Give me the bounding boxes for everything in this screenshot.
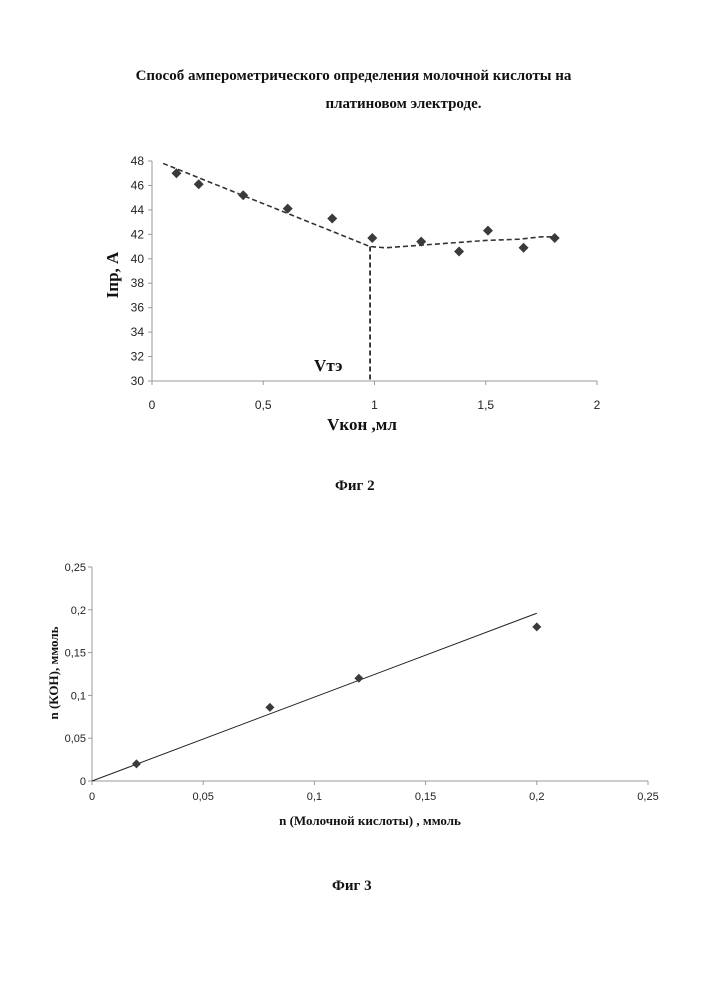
y-tick-label: 36 (131, 301, 145, 315)
x-axis-label: Vкон ,мл (327, 415, 397, 434)
x-tick-label: 0 (89, 791, 95, 803)
equivalence-label: Vтэ (314, 356, 342, 375)
x-tick-label: 0,5 (255, 398, 272, 412)
x-tick-label: 0 (149, 398, 156, 412)
calibration-chart: 0 0,05 0,1 0,15 0,2 0,25 0 0,05 0,1 0,15 0,2 0,25 n … (46, 562, 659, 828)
y-axis-label: n (КОН), ммоль (46, 626, 61, 719)
y-tick-label: 42 (131, 227, 145, 241)
data-point (354, 673, 364, 683)
y-tick-label: 0,15 (65, 648, 86, 660)
title-line-2: платиновом электроде. (325, 96, 482, 112)
x-tick-label: 0,15 (415, 791, 436, 803)
y-tick-label: 0,25 (65, 562, 86, 574)
trend-line (162, 162, 557, 249)
data-point (238, 190, 249, 201)
data-point (171, 168, 182, 179)
y-tick-label: 0 (80, 776, 86, 788)
x-tick-label: 0,1 (307, 791, 322, 803)
data-point (482, 225, 493, 236)
data-point (131, 759, 141, 769)
x-tick-label: 0,25 (637, 791, 658, 803)
y-tick-label: 48 (131, 154, 145, 168)
data-point (193, 179, 204, 190)
data-point (518, 242, 529, 253)
data-point (532, 622, 542, 632)
data-point (416, 236, 427, 247)
data-point (282, 203, 293, 214)
data-point (327, 213, 338, 224)
y-tick-label: 40 (131, 252, 145, 266)
y-axis-label: Iпр, A (103, 251, 122, 298)
page-title: Способ амперометрического определения мо… (60, 62, 647, 118)
data-point (454, 246, 465, 257)
x-tick-label: 0,2 (529, 791, 544, 803)
data-point (367, 233, 378, 243)
y-tick-label: 44 (131, 203, 145, 217)
y-tick-label: 46 (131, 178, 145, 192)
y-tick-label: 38 (131, 276, 145, 290)
title-line-1: Способ амперометрического определения мо… (135, 68, 572, 84)
y-tick-label: 32 (131, 350, 145, 364)
y-tick-label: 0,05 (65, 733, 86, 745)
y-tick-label: 0,2 (71, 605, 86, 617)
trend-line (91, 612, 537, 782)
data-point (549, 233, 560, 243)
x-axis-label: n (Молочной кислоты) , ммоль (279, 813, 461, 828)
figure-3-caption: Фиг 3 (332, 878, 372, 894)
y-tick-label: 30 (131, 374, 145, 388)
data-point (265, 702, 275, 712)
x-tick-label: 1,5 (477, 398, 494, 412)
y-tick-label: 34 (131, 325, 145, 339)
titration-chart: 30 32 34 36 38 40 42 44 46 48 0 0,5 1 1,5 2 Vтэ Vкон ,мл… (103, 154, 601, 434)
figure-2-caption: Фиг 2 (335, 478, 375, 494)
x-tick-label: 0,05 (192, 791, 213, 803)
x-tick-label: 1 (371, 398, 378, 412)
x-tick-label: 2 (594, 398, 601, 412)
y-tick-label: 0,1 (71, 690, 86, 702)
